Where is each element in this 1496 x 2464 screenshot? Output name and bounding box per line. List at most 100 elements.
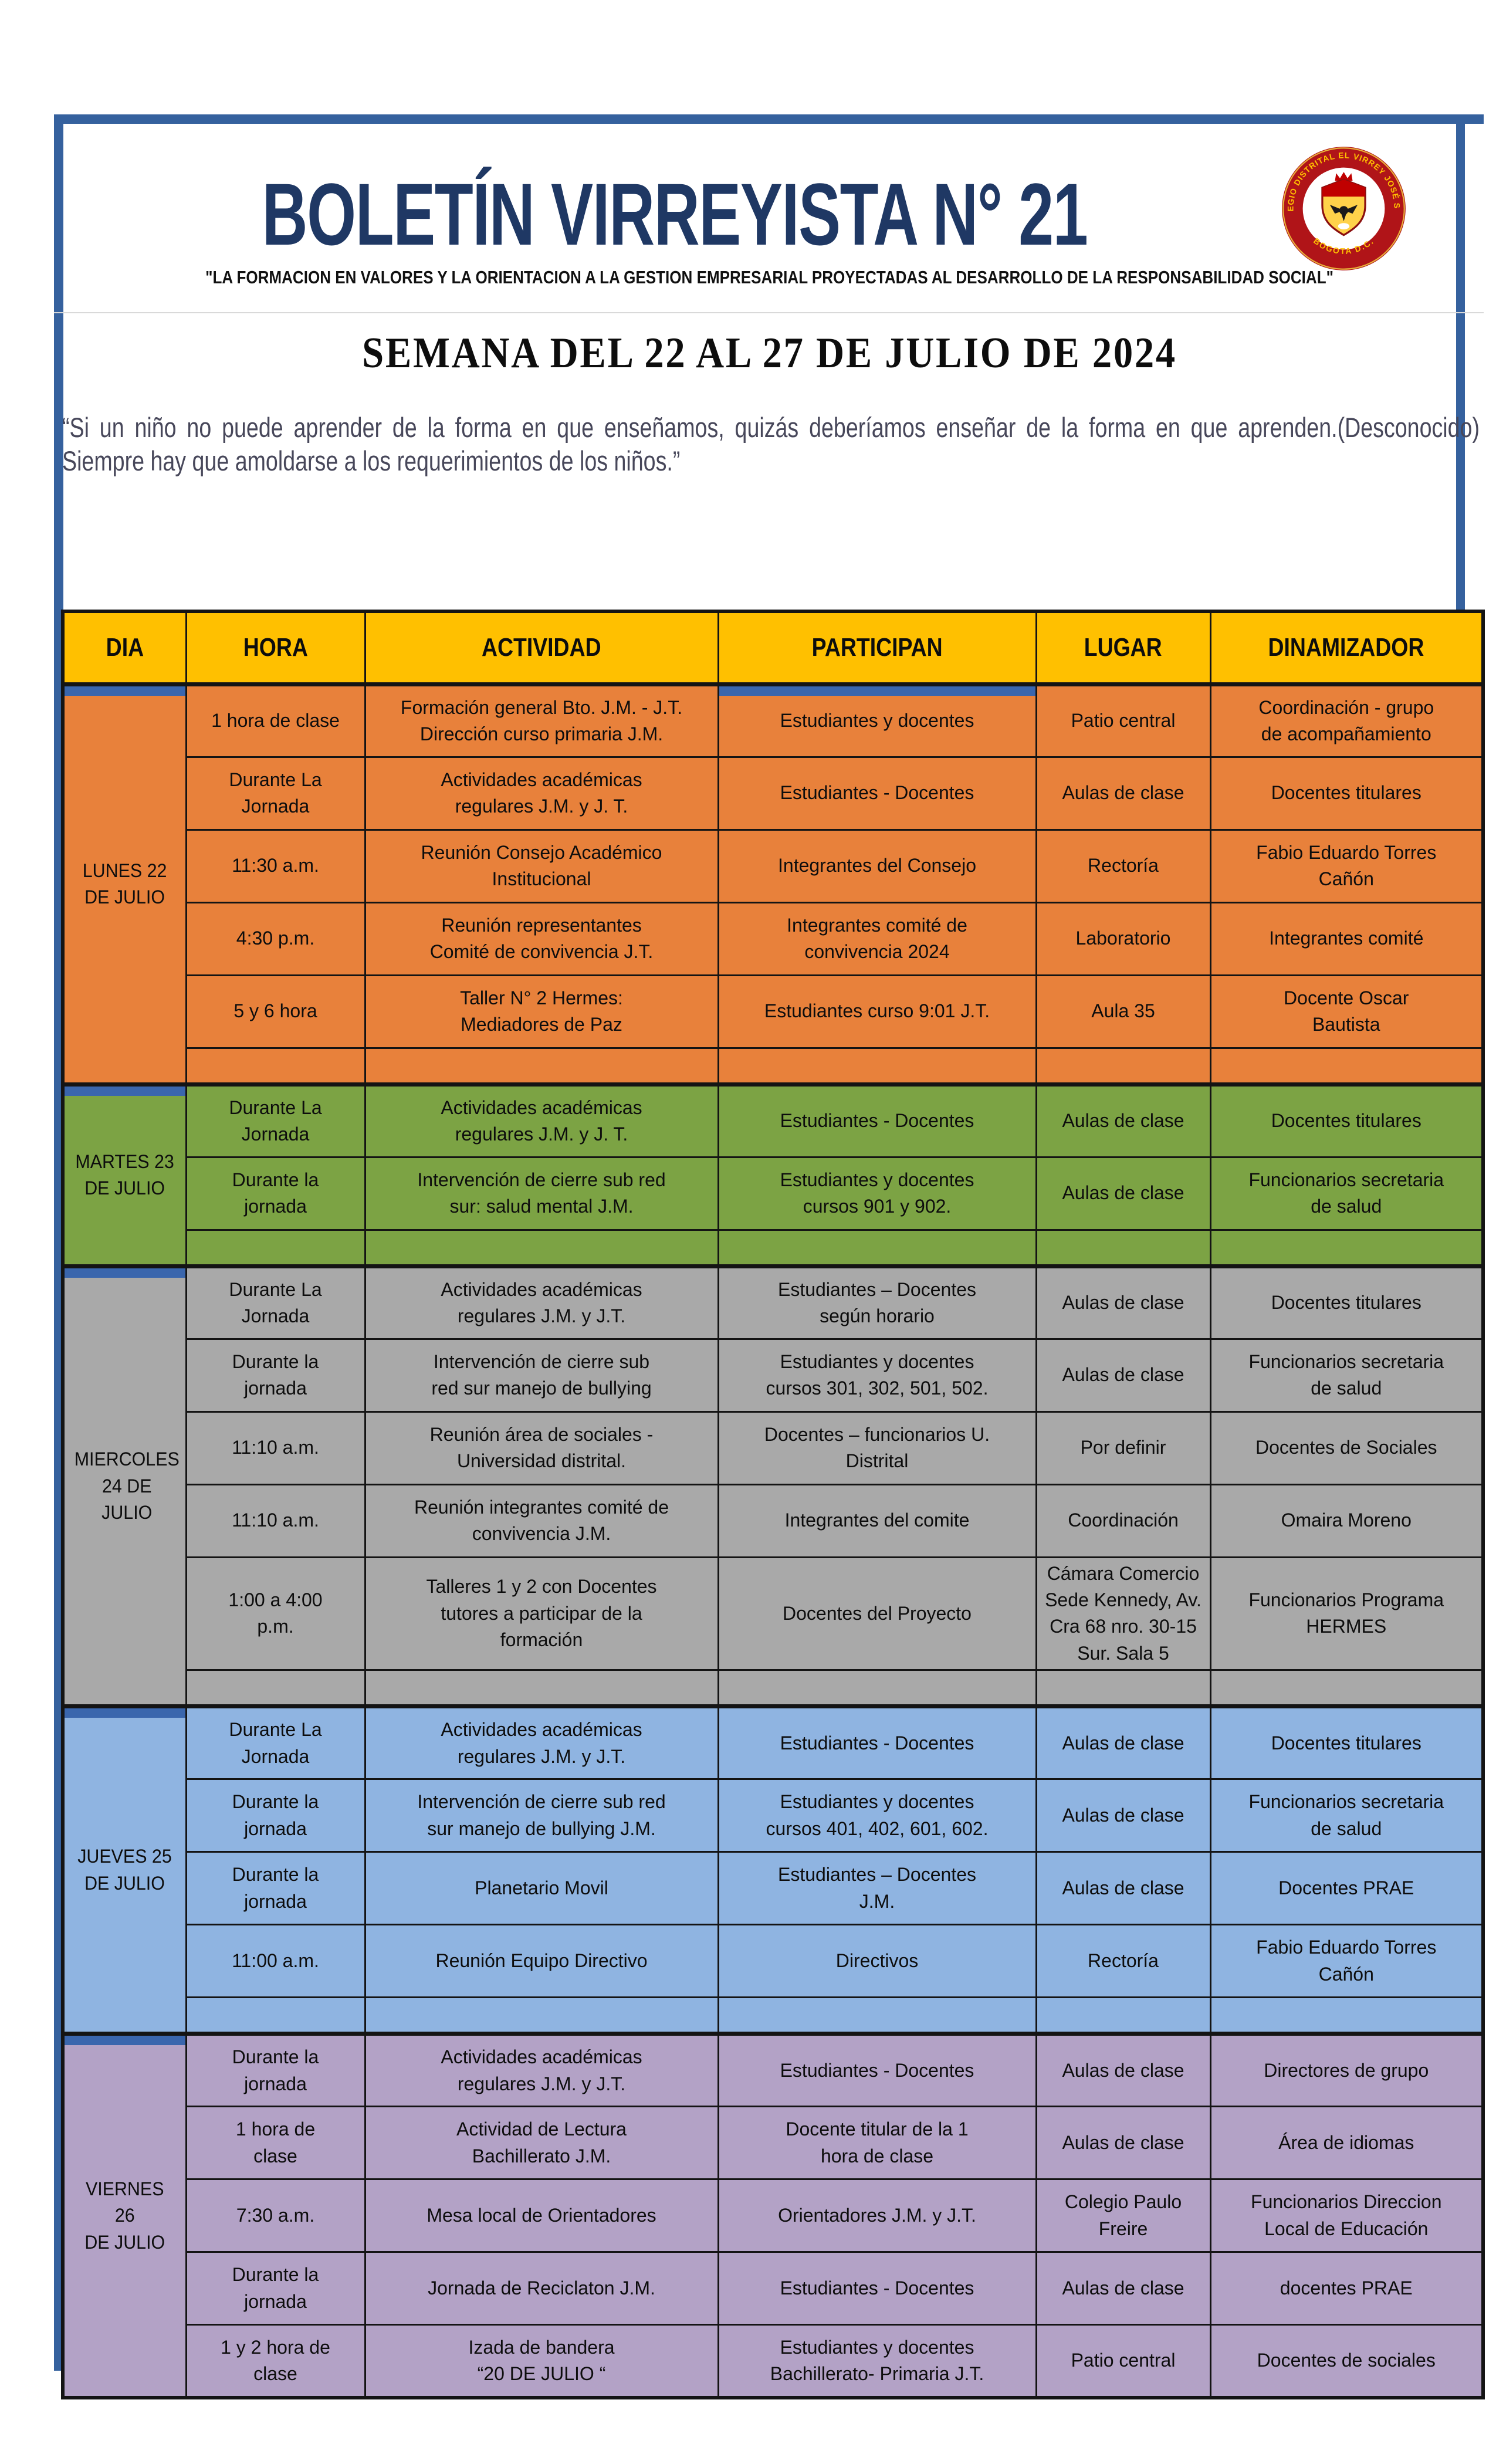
cell-lugar: Aulas de clase [1035,1338,1211,1413]
cell-participan: Estudiantes curso 9:01 J.T. [717,974,1037,1049]
empty-cell [185,1047,366,1085]
cell-hora: 11:10 a.m. [185,1483,366,1558]
cell-actividad: Talleres 1 y 2 con Docentes tutores a pa… [364,1556,719,1671]
cell-dinamizador: Docente Oscar Bautista [1209,974,1484,1049]
cell-participan: Directivos [717,1924,1037,1999]
cell-hora: Durante la jornada [185,1778,366,1853]
cell-hora: Durante La Jornada [185,1082,366,1158]
cell-hora: Durante la jornada [185,1156,366,1231]
cell-dinamizador: Funcionarios secretaria de salud [1209,1778,1484,1853]
cell-participan: Estudiantes - Docentes [717,2032,1037,2108]
cell-dinamizador: Docentes de sociales [1209,2324,1484,2399]
cell-participan: Integrantes comité de convivencia 2024 [717,901,1037,976]
schedule-row: 11:00 a.m. Reunión Equipo Directivo Direct… [63,1924,1484,1999]
cell-hora: 1:00 a 4:00 p.m. [185,1556,366,1671]
cell-participan: Estudiantes y docentes Bachillerato- Pri… [717,2324,1037,2399]
column-header-participan: PARTICIPAN [717,610,1037,685]
cell-actividad: Taller N° 2 Hermes: Mediadores de Paz [364,974,719,1049]
cell-dinamizador: docentes PRAE [1209,2251,1484,2326]
cell-participan: Estudiantes - Docentes [717,756,1037,831]
schedule-row: 5 y 6 hora Taller N° 2 Hermes: Mediadores… [63,974,1484,1049]
schedule-row: Durante la jornada Intervención de cierre… [63,1156,1484,1231]
empty-cell [364,1047,719,1085]
cell-hora: 11:10 a.m. [185,1410,366,1485]
day-accent-bar [65,1088,184,1096]
motto-divider [54,312,1484,313]
schedule-row: Durante la jornada Intervención de cierre… [63,1778,1484,1853]
cell-actividad: Planetario Movil [364,1851,719,1926]
schedule-row: 1 hora de clase Actividad de Lectura Bach… [63,2106,1484,2181]
cell-actividad: Actividades académicas regulares J.M. y … [364,1704,719,1781]
school-crest-icon: COLEGIO DISTRITAL EL VIRREY JOSÉ SOLÍS B… [1277,138,1406,270]
day-cell: MARTES 23 DE JULIO [62,1082,187,1267]
cell-dinamizador: Docentes titulares [1209,1264,1484,1340]
cell-hora: 1 y 2 hora de clase [185,2324,366,2399]
cell-dinamizador: Docentes titulares [1209,756,1484,831]
page-title: BOLETÍN VIRREYISTA N° 21 [262,165,1088,263]
empty-spacer-row [63,1047,1484,1085]
schedule-row: Durante La Jornada Actividades académicas… [63,756,1484,831]
cell-lugar: Aulas de clase [1035,2251,1211,2326]
cell-actividad: Intervención de cierre sub red sur manej… [364,1778,719,1853]
school-motto: "LA FORMACION EN VALORES Y LA ORIENTACIO… [205,267,1334,287]
cell-dinamizador: Omaira Moreno [1209,1483,1484,1558]
empty-spacer-row [63,1228,1484,1267]
cell-participan: Integrantes del Consejo [717,828,1037,903]
cell-lugar: Aulas de clase [1035,1156,1211,1231]
schedule-row: Durante la jornada Intervención de cierre… [63,1338,1484,1413]
cell-hora: 1 hora de clase [185,682,366,758]
cell-dinamizador: Funcionarios Direccion Local de Educació… [1209,2178,1484,2253]
empty-cell [717,1228,1037,1267]
empty-cell [1035,1996,1211,2035]
school-logo: COLEGIO DISTRITAL EL VIRREY JOSÉ SOLÍS B… [1277,138,1407,272]
crest-crown [1335,172,1353,181]
empty-cell [185,1228,366,1267]
day-label: MARTES 23 DE JULIO [75,1150,174,1199]
cell-lugar: Aulas de clase [1035,1778,1211,1853]
cell-actividad: Jornada de Reciclaton J.M. [364,2251,719,2326]
cell-participan: Estudiantes - Docentes [717,1082,1037,1158]
empty-cell [717,1996,1037,2035]
cell-dinamizador: Funcionarios secretaria de salud [1209,1338,1484,1413]
cell-dinamizador: Directores de grupo [1209,2032,1484,2108]
schedule-row: 11:10 a.m. Reunión área de sociales - Uni… [63,1410,1484,1485]
schedule-row: MARTES 23 DE JULIO Durante La Jornada Acti… [62,1082,1484,1267]
schedule-table: DIA HORA ACTIVIDAD PARTICIPAN LUGAR DINAMIZAD… [61,610,1485,2399]
week-heading: SEMANA DEL 22 AL 27 DE JULIO DE 2024 [362,329,1177,377]
cell-participan: Estudiantes y docentes cursos 401, 402, … [717,1778,1037,1853]
schedule-row: Durante la jornada Jornada de Reciclaton … [63,2251,1484,2326]
cell-actividad: Intervención de cierre sub red sur: salu… [364,1156,719,1231]
empty-cell [1035,1669,1211,1708]
cell-participan: Docentes – funcionarios U. Distrital [717,1410,1037,1485]
column-header-hora: HORA [185,610,366,685]
schedule-body: LUNES 22 DE JULIO 1 hora de clase Formació… [62,682,1484,2399]
day-accent-bar [65,1270,184,1278]
cell-dinamizador: Docentes de Sociales [1209,1410,1484,1485]
cell-participan: Docente titular de la 1 hora de clase [717,2106,1037,2181]
cell-actividad: Izada de bandera “20 DE JULIO “ [364,2324,719,2399]
cell-hora: 5 y 6 hora [185,974,366,1049]
cell-lugar: Aulas de clase [1035,2032,1211,2108]
cell-hora: Durante la jornada [185,1338,366,1413]
cell-hora: Durante la jornada [185,2251,366,2326]
schedule-row: 11:10 a.m. Reunión integrantes comité de … [63,1483,1484,1558]
day-label: JUEVES 25 DE JULIO [77,1846,172,1894]
cell-lugar: Cámara Comercio Sede Kennedy, Av. Cra 68… [1035,1556,1211,1671]
cell-hora: Durante la jornada [185,2032,366,2108]
empty-cell [185,1996,366,2035]
day-cell: LUNES 22 DE JULIO [62,682,187,1085]
cell-actividad: Actividades académicas regulares J.M. y … [364,2032,719,2108]
cell-hora: Durante la jornada [185,1851,366,1926]
schedule-row: Durante la jornada Planetario Movil Estudi… [63,1851,1484,1926]
column-header-dia: DIA [62,610,187,685]
cell-dinamizador: Docentes PRAE [1209,1851,1484,1926]
cell-actividad: Intervención de cierre sub red sur manej… [364,1338,719,1413]
column-header-dinamizador: DINAMIZADOR [1209,610,1484,685]
schedule-row: JUEVES 25 DE JULIO Durante La Jornada Acti… [62,1704,1484,2035]
empty-cell [364,1996,719,2035]
schedule-row: MIERCOLES 24 DE JULIO Durante La Jornada A… [62,1264,1484,1708]
column-header-lugar: LUGAR [1035,610,1211,685]
quote-author: (Desconocido) [1337,412,1480,443]
cell-participan: Orientadores J.M. y J.T. [717,2178,1037,2253]
cell-dinamizador: Docentes titulares [1209,1082,1484,1158]
